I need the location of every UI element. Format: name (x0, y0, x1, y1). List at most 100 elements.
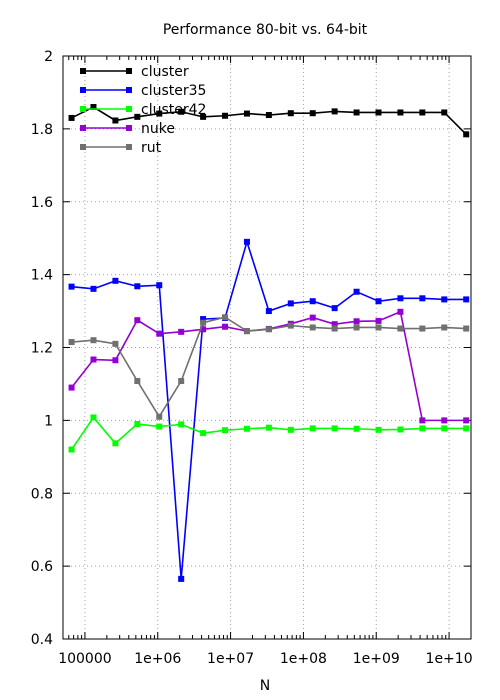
y-tick-label: 0.6 (31, 559, 53, 575)
data-point-cluster (309, 110, 316, 117)
data-point-rut (331, 325, 338, 332)
legend-marker-cluster (126, 68, 132, 74)
data-point-nuke (441, 417, 448, 424)
data-point-cluster42 (200, 430, 207, 437)
data-point-rut (200, 319, 207, 326)
data-point-cluster35 (419, 295, 426, 302)
data-point-cluster42 (397, 426, 404, 433)
grid-lines (63, 56, 471, 639)
data-point-cluster35 (156, 282, 163, 289)
data-point-cluster (200, 113, 207, 120)
data-point-cluster42 (134, 421, 141, 428)
data-point-rut (178, 378, 185, 385)
data-point-rut (243, 328, 250, 335)
data-point-rut (134, 378, 141, 385)
legend-label-cluster42: cluster42 (141, 102, 206, 118)
y-tick-label: 1 (44, 413, 53, 429)
data-point-cluster42 (463, 425, 470, 432)
data-point-cluster42 (353, 425, 360, 432)
data-point-cluster42 (265, 424, 272, 431)
data-point-cluster (156, 110, 163, 117)
chart-title: Performance 80-bit vs. 64-bit (163, 22, 368, 38)
data-point-nuke (112, 357, 119, 364)
data-point-nuke (134, 317, 141, 324)
x-tick-label: 1e+10 (426, 651, 473, 667)
data-point-cluster35 (68, 283, 75, 290)
data-point-nuke (90, 356, 97, 363)
legend-marker-nuke (80, 125, 86, 131)
data-point-cluster (178, 108, 185, 115)
data-point-cluster (243, 110, 250, 117)
y-tick-label: 0.4 (31, 632, 53, 648)
legend-label-nuke: nuke (141, 121, 175, 137)
data-point-cluster (222, 112, 229, 119)
x-tick-label: 1e+07 (207, 651, 254, 667)
y-tick-label: 2 (44, 49, 53, 65)
legend-label-rut: rut (141, 140, 162, 156)
data-point-rut (353, 324, 360, 331)
data-point-cluster (353, 109, 360, 116)
data-point-cluster42 (112, 440, 119, 447)
data-point-cluster35 (463, 296, 470, 303)
data-point-cluster35 (243, 238, 250, 245)
data-point-rut (90, 337, 97, 344)
data-point-cluster (331, 108, 338, 115)
data-point-cluster (375, 109, 382, 116)
legend-label-cluster: cluster (141, 64, 189, 80)
legend-marker-cluster35 (126, 87, 132, 93)
y-tick-label: 1.6 (31, 195, 53, 211)
series-line-cluster42 (70, 416, 467, 450)
legend-marker-rut (80, 144, 86, 150)
data-point-rut (397, 325, 404, 332)
x-tick-label: 100000 (58, 651, 111, 667)
legend-marker-cluster (80, 68, 86, 74)
y-tick-label: 1.8 (31, 122, 53, 138)
plot-frame (62, 55, 472, 640)
data-point-nuke (222, 323, 229, 330)
data-point-cluster (112, 117, 119, 124)
data-point-cluster42 (309, 425, 316, 432)
data-point-cluster35 (309, 298, 316, 305)
data-point-cluster42 (419, 425, 426, 432)
data-point-rut (441, 324, 448, 331)
data-point-cluster (441, 109, 448, 116)
legend-marker-nuke (126, 125, 132, 131)
data-point-cluster (68, 114, 75, 121)
data-point-cluster35 (397, 295, 404, 302)
series-line-cluster35 (71, 239, 467, 579)
data-point-cluster (134, 113, 141, 120)
data-point-cluster (397, 109, 404, 116)
data-point-nuke (419, 417, 426, 424)
data-point-rut (222, 314, 229, 321)
data-point-nuke (375, 317, 382, 324)
series-layer (68, 104, 470, 582)
y-tick-label: 1.4 (31, 268, 53, 284)
data-point-cluster42 (68, 446, 75, 453)
data-point-rut (287, 322, 294, 329)
legend-marker-rut (126, 144, 132, 150)
y-tick-label: 0.8 (31, 486, 53, 502)
data-point-cluster (463, 131, 470, 138)
data-point-cluster35 (265, 308, 272, 315)
data-point-nuke (178, 328, 185, 335)
data-point-cluster42 (243, 425, 250, 432)
data-point-nuke (353, 318, 360, 325)
data-point-cluster42 (375, 426, 382, 433)
data-point-nuke (397, 308, 404, 315)
x-tick-label: 1e+08 (280, 651, 327, 667)
data-point-cluster42 (90, 414, 97, 421)
data-point-cluster (265, 112, 272, 119)
legend-marker-cluster42 (126, 106, 132, 112)
data-point-cluster (287, 110, 294, 117)
data-point-cluster (90, 104, 97, 111)
legend-label-cluster35: cluster35 (141, 83, 206, 99)
data-point-cluster35 (134, 283, 141, 290)
data-point-cluster35 (441, 296, 448, 303)
data-point-nuke (463, 417, 470, 424)
data-point-cluster (419, 109, 426, 116)
data-point-nuke (68, 384, 75, 391)
data-point-cluster35 (287, 300, 294, 307)
data-point-rut (309, 324, 316, 331)
axis-ticks: 0.4 0.6 0.8 1 1.2 1.4 1.6 1.8 2 100000 1e+06 1e+07 1… (31, 49, 473, 667)
